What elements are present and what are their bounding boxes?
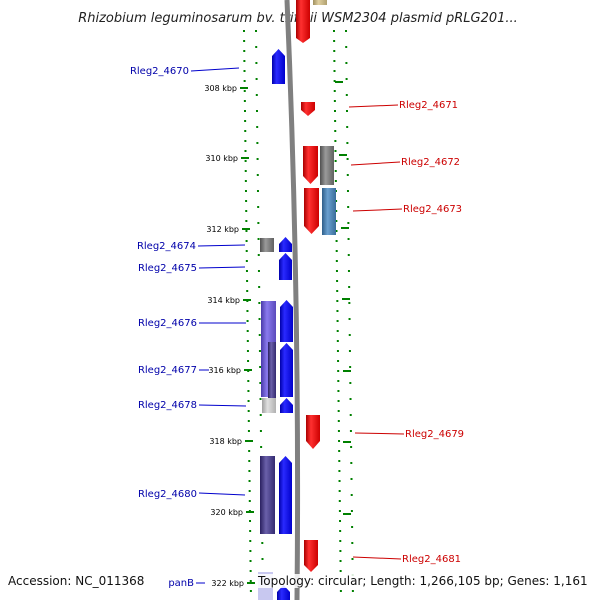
- gene-label-4676: Rleg2_4676: [138, 318, 197, 329]
- cog-block-top-tan: [313, 0, 327, 5]
- cog-block-4680: [260, 456, 275, 534]
- gene-label-4679: Rleg2_4679: [405, 429, 464, 440]
- leader-4675: [198, 266, 246, 269]
- gene-label-4670: Rleg2_4670: [130, 66, 189, 77]
- gene-label-panB: panB: [168, 578, 194, 589]
- scale-ticks: 308 kbp 310 kbp 312 kbp 314 kbp 316 kbp …: [204, 84, 255, 588]
- scale-label: 310 kbp: [205, 154, 238, 163]
- gene-arrow-panB: [277, 585, 290, 600]
- leader-4670: [190, 67, 240, 72]
- gene-label-4672: Rleg2_4672: [401, 157, 460, 168]
- topology-text: Topology: circular; Length: 1,266,105 bp…: [258, 574, 588, 588]
- left-gene-labels: Rleg2_4670 Rleg2_4674 Rleg2_4675 Rleg2_4…: [130, 66, 247, 589]
- gene-arrow-4676: [280, 300, 293, 342]
- cog-block-4674: [260, 238, 274, 252]
- outer-left-track: [243, 29, 252, 600]
- leader-4672: [350, 161, 401, 166]
- backbone-line: [284, 0, 301, 600]
- scale-label: 314 kbp: [207, 296, 240, 305]
- leader-4671: [348, 104, 399, 108]
- leader-4674: [197, 244, 246, 247]
- gene-arrow-top: [296, 0, 310, 43]
- gene-label-4681: Rleg2_4681: [402, 554, 461, 565]
- gene-label-4675: Rleg2_4675: [138, 263, 197, 274]
- gene-arrow-4671: [301, 102, 315, 116]
- gene-arrow-4680: [279, 456, 292, 534]
- leader-4673: [352, 208, 403, 212]
- reverse-genes: [272, 49, 293, 600]
- scale-label: 312 kbp: [206, 225, 239, 234]
- leader-4678: [198, 404, 247, 407]
- gene-label-4671: Rleg2_4671: [399, 100, 458, 111]
- gene-arrow-4678: [280, 398, 293, 413]
- gene-arrow-4681: [304, 540, 318, 572]
- scale-label: 318 kbp: [209, 437, 242, 446]
- gene-arrow-4675: [279, 253, 292, 280]
- scale-label: 320 kbp: [210, 508, 243, 517]
- cog-block-4673: [322, 188, 336, 235]
- gene-arrow-4674: [279, 237, 292, 252]
- leader-4679: [354, 432, 405, 435]
- right-track: [333, 29, 342, 600]
- gene-arrow-4670: [272, 49, 285, 84]
- scale-label: 316 kbp: [208, 366, 241, 375]
- gene-arrow-4679: [306, 415, 320, 449]
- gene-label-4677: Rleg2_4677: [138, 365, 197, 376]
- gene-label-4678: Rleg2_4678: [138, 400, 197, 411]
- gene-label-4680: Rleg2_4680: [138, 489, 197, 500]
- gene-label-4674: Rleg2_4674: [137, 241, 196, 252]
- accession-text: Accession: NC_011368: [8, 574, 145, 588]
- cog-block-4672: [320, 146, 334, 185]
- gene-arrow-4677: [280, 343, 293, 397]
- scale-label: 322 kbp: [211, 579, 244, 588]
- gene-label-4673: Rleg2_4673: [403, 204, 462, 215]
- cog-block-4678: [262, 398, 276, 413]
- leader-4681: [352, 556, 402, 560]
- gene-arrow-4673: [304, 188, 319, 234]
- scale-label: 308 kbp: [204, 84, 237, 93]
- cog-block-4677: [268, 342, 276, 398]
- gene-arrow-4672: [303, 146, 318, 184]
- leader-4680: [198, 492, 246, 496]
- forward-genes: [296, 0, 320, 572]
- right-gene-labels: Rleg2_4671 Rleg2_4672 Rleg2_4673 Rleg2_4…: [348, 100, 464, 565]
- right-track-ticks: [335, 81, 351, 515]
